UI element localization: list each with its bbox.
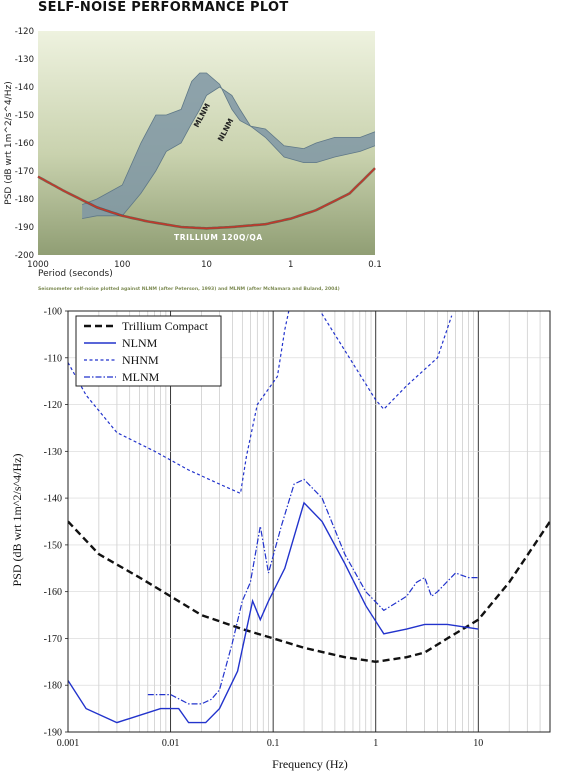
top-y-tick-label: -150 xyxy=(15,111,34,121)
y-tick-label: -110 xyxy=(44,353,62,364)
x-tick-label: 0.01 xyxy=(162,738,180,749)
top-x-tick-label: 100 xyxy=(114,260,130,270)
top-y-tick-label: -170 xyxy=(15,167,34,177)
y-tick-label: -120 xyxy=(44,400,62,411)
legend-label-mlnm: MLNM xyxy=(122,370,160,384)
page-title: SELF-NOISE PERFORMANCE PLOT xyxy=(38,0,289,15)
x-tick-label: 1 xyxy=(373,738,378,749)
y-tick-label: -190 xyxy=(44,728,62,739)
top-chart: -120-130-140-150-160-170-180-190-200 100… xyxy=(4,27,382,292)
legend-label-nlnm: NLNM xyxy=(122,336,158,350)
bottom-chart-y-axis-label: PSD (dB wrt 1m^2/s^4/Hz) xyxy=(10,454,24,587)
x-tick-label: 0.001 xyxy=(57,738,80,749)
y-tick-label: -150 xyxy=(44,540,62,551)
bottom-chart-frame xyxy=(67,310,551,733)
top-y-tick-label: -120 xyxy=(15,27,34,37)
legend: Trillium Compact NLNM NHNM MLNM xyxy=(75,315,222,387)
top-x-tick-label: 1000 xyxy=(27,260,49,270)
y-tick-label: -180 xyxy=(44,681,62,692)
top-chart-x-axis-label: Period (seconds) xyxy=(38,269,113,279)
x-tick-label: 0.1 xyxy=(267,738,280,749)
series-nlnm xyxy=(68,501,479,724)
series-mlnm xyxy=(147,478,479,705)
top-y-tick-label: -190 xyxy=(15,223,34,233)
bottom-chart-x-axis-label: Frequency (Hz) xyxy=(272,757,348,771)
series-trillium-compact xyxy=(68,520,550,664)
bottom-chart-plot-area xyxy=(68,311,550,732)
top-series-nlnm xyxy=(82,86,376,219)
y-tick-label: -160 xyxy=(44,587,62,598)
y-tick-label: -100 xyxy=(44,307,62,318)
series-nhnm xyxy=(68,311,453,495)
top-series-mlnm xyxy=(81,72,376,205)
top-chart-y-axis-label: PSD (dB wrt 1m^2/s^4/Hz) xyxy=(4,81,14,204)
legend-label-nhnm: NHNM xyxy=(122,353,159,367)
annotation-trillium-120qqa: TRILLIUM 120Q/QA xyxy=(174,233,263,242)
top-x-tick-label: 10 xyxy=(201,260,212,270)
y-tick-label: -170 xyxy=(44,634,62,645)
top-y-tick-label: -160 xyxy=(15,139,34,149)
top-y-tick-label: -130 xyxy=(15,55,34,65)
top-y-tick-label: -180 xyxy=(15,195,34,205)
top-y-tick-label: -140 xyxy=(15,83,34,93)
y-tick-label: -130 xyxy=(44,447,62,458)
x-tick-label: 10 xyxy=(473,738,483,749)
top-x-tick-label: 1 xyxy=(288,260,293,270)
top-chart-caption: Seismometer self-noise plotted against N… xyxy=(38,286,340,292)
y-tick-label: -140 xyxy=(44,494,62,505)
top-x-tick-label: 0.1 xyxy=(368,260,382,270)
top-y-tick-label: -200 xyxy=(15,251,34,261)
top-series-trillium-120q xyxy=(37,167,376,230)
legend-label-trillium-compact: Trillium Compact xyxy=(122,319,209,333)
